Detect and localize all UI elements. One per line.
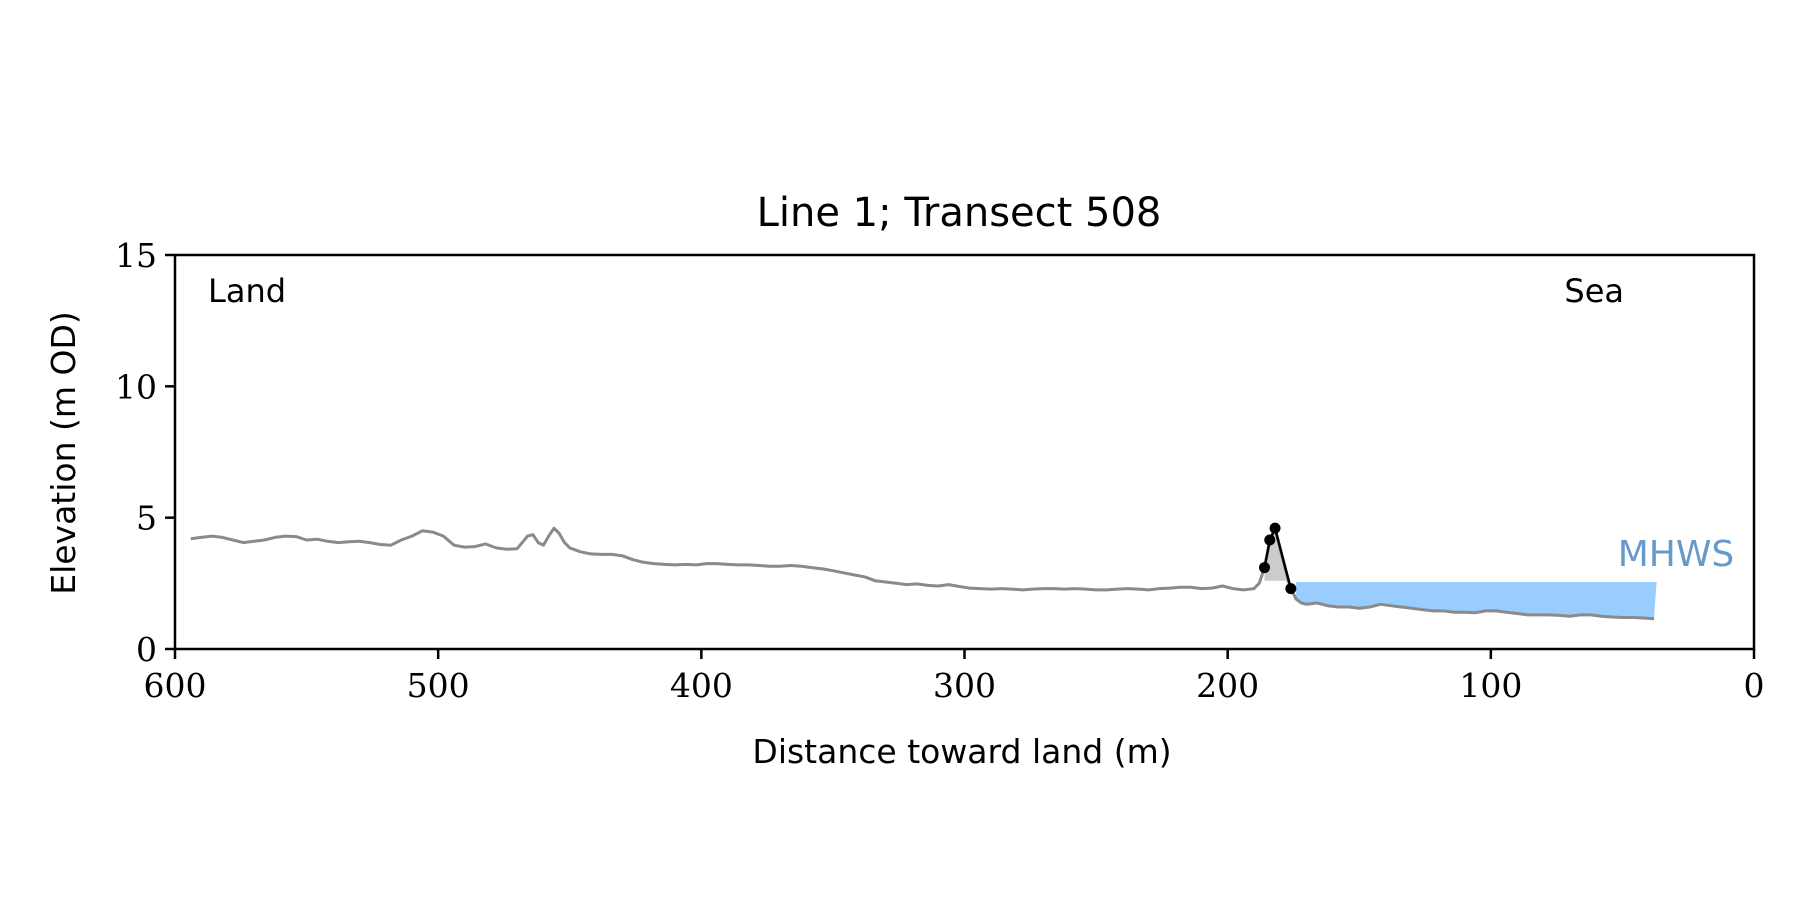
y-axis-ticks: 0 5 10 15 — [115, 236, 175, 669]
mhws-water-area — [1296, 582, 1657, 619]
x-tick-label: 400 — [670, 666, 733, 705]
y-tick-label: 15 — [115, 236, 157, 275]
y-tick-label: 5 — [136, 499, 157, 538]
x-tick-label: 500 — [407, 666, 470, 705]
x-axis-label: Distance toward land (m) — [752, 732, 1171, 771]
plot-layer: MHWS — [190, 522, 1735, 621]
x-tick-label: 0 — [1744, 666, 1765, 705]
chart-title: Line 1; Transect 508 — [757, 190, 1162, 236]
y-axis-label: Elevation (m OD) — [44, 311, 83, 595]
x-tick-label: 200 — [1196, 666, 1259, 705]
x-tick-label: 600 — [144, 666, 207, 705]
land-annotation: Land — [208, 272, 286, 310]
x-tick-label: 100 — [1459, 666, 1522, 705]
dune-point — [1285, 583, 1297, 595]
sea-annotation: Sea — [1564, 272, 1624, 310]
x-axis-ticks: 600 500 400 300 200 100 0 — [144, 649, 1765, 705]
dune-point — [1264, 534, 1276, 546]
dune-point — [1269, 522, 1281, 534]
dune-point — [1259, 562, 1271, 574]
ground-profile-line — [190, 526, 1655, 621]
mhws-label: MHWS — [1618, 534, 1735, 575]
x-tick-label: 300 — [933, 666, 996, 705]
dune-line — [1263, 524, 1293, 589]
y-tick-label: 10 — [115, 367, 157, 406]
y-tick-label: 0 — [136, 630, 157, 669]
